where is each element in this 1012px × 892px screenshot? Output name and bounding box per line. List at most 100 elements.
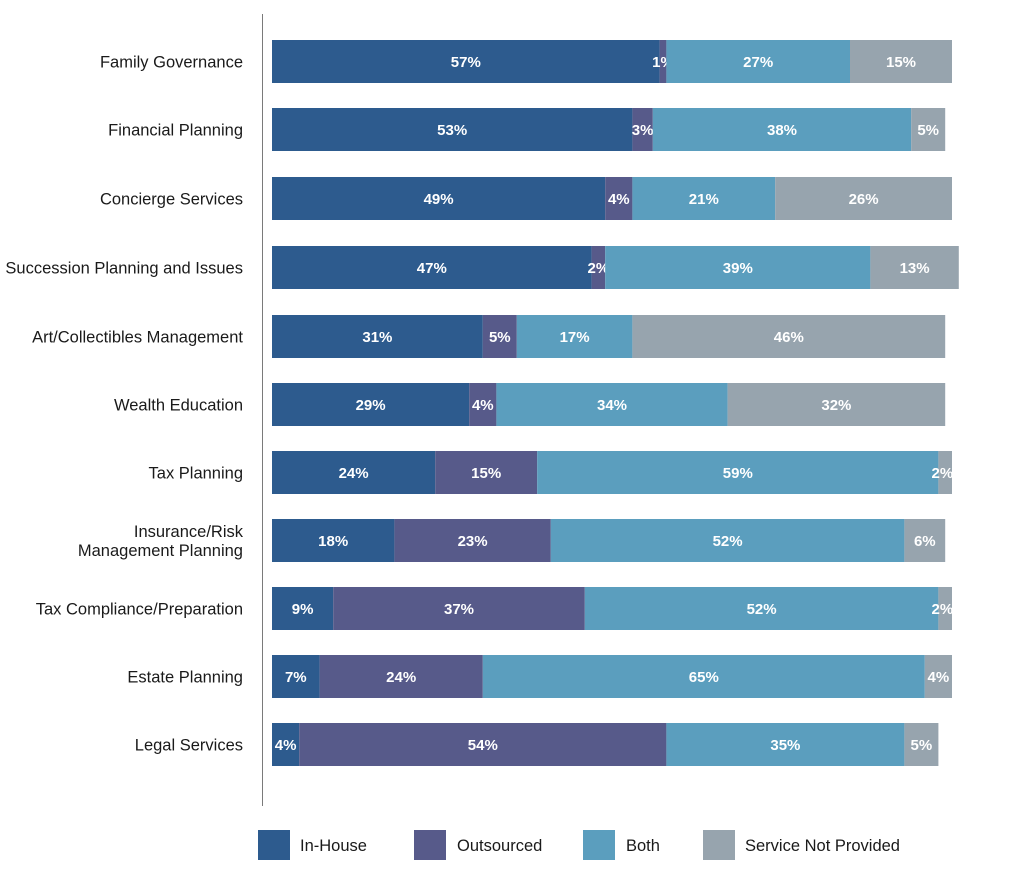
data-label: 5%	[911, 737, 933, 754]
data-label: 29%	[356, 397, 386, 414]
data-label: 5%	[917, 122, 939, 139]
data-label: 2%	[588, 260, 610, 277]
data-label: 4%	[928, 669, 950, 686]
bar-segment-service-not-provided	[911, 108, 946, 151]
bar-segment-service-not-provided	[632, 315, 946, 358]
data-label: 35%	[770, 737, 800, 754]
data-label: 49%	[424, 191, 454, 208]
data-label: 23%	[458, 533, 488, 550]
data-label: 53%	[437, 122, 467, 139]
data-label: 34%	[597, 397, 627, 414]
bar-segment-in-house	[272, 315, 483, 358]
bar-segment-in-house	[272, 40, 660, 83]
data-label: 47%	[417, 260, 447, 277]
bar-segment-outsourced	[605, 177, 633, 220]
bar-segment-both	[632, 177, 776, 220]
data-label: 2%	[932, 601, 954, 618]
bar-segment-in-house	[272, 383, 470, 426]
data-label: 46%	[774, 329, 804, 346]
bar-segment-in-house	[272, 655, 320, 698]
bar-segment-both	[537, 451, 939, 494]
data-label: 21%	[689, 191, 719, 208]
bar-segment-service-not-provided	[938, 587, 952, 630]
data-label: 59%	[723, 465, 753, 482]
category-label: Financial Planning	[108, 122, 243, 140]
category-label: Estate Planning	[127, 669, 243, 687]
bar-segment-both	[605, 246, 871, 289]
category-label: Art/Collectibles Management	[32, 329, 243, 347]
bar-segment-in-house	[272, 723, 300, 766]
category-label: Family Governance	[100, 54, 243, 72]
bar-segment-service-not-provided	[775, 177, 952, 220]
bar-segment-both	[516, 315, 633, 358]
data-label: 37%	[444, 601, 474, 618]
bar-segment-both	[550, 519, 905, 562]
legend-label: Outsourced	[457, 837, 542, 855]
legend: In-House Outsourced Both Service Not Provid…	[258, 830, 900, 860]
data-label: 27%	[743, 54, 773, 71]
bar-segment-outsourced	[394, 519, 551, 562]
bar-segment-service-not-provided	[727, 383, 946, 426]
bar-segment-both	[666, 40, 850, 83]
data-label: 38%	[767, 122, 797, 139]
category-label: Insurance/Risk	[134, 523, 244, 541]
legend-label: In-House	[300, 837, 367, 855]
data-label: 4%	[472, 397, 494, 414]
data-label: 13%	[900, 260, 930, 277]
bar-segment-outsourced	[299, 723, 667, 766]
bar-segment-in-house	[272, 519, 395, 562]
data-label: 65%	[689, 669, 719, 686]
bar-segment-service-not-provided	[924, 655, 952, 698]
data-label: 4%	[275, 737, 297, 754]
data-label: 7%	[285, 669, 307, 686]
bar-segment-both	[496, 383, 728, 426]
data-label: 5%	[489, 329, 511, 346]
bar-segment-outsourced	[659, 40, 667, 83]
data-label: 4%	[608, 191, 630, 208]
category-label: Wealth Education	[114, 397, 243, 415]
bar-segment-both	[584, 587, 939, 630]
data-label: 32%	[821, 397, 851, 414]
bar-segment-outsourced	[482, 315, 517, 358]
data-label: 6%	[914, 533, 936, 550]
category-label: Management Planning	[78, 542, 243, 560]
data-label: 52%	[713, 533, 743, 550]
bar-segment-service-not-provided	[904, 723, 939, 766]
bar-segment-in-house	[272, 451, 436, 494]
category-label: Tax Planning	[149, 465, 243, 483]
bar-segment-in-house	[272, 108, 633, 151]
bar-segment-both	[652, 108, 912, 151]
data-label: 2%	[932, 465, 954, 482]
data-label: 3%	[632, 122, 654, 139]
bar-segment-service-not-provided	[938, 451, 952, 494]
data-label: 52%	[747, 601, 777, 618]
data-label: 57%	[451, 54, 481, 71]
bars-group: 57% 1% 27% 15%53% 3% 38% 5%49% 4% 21% 26%47% 2% 39%…	[272, 40, 959, 766]
bar-segment-outsourced	[333, 587, 585, 630]
bar-segment-outsourced	[319, 655, 483, 698]
bar-segment-in-house	[272, 587, 334, 630]
bar-segment-outsourced	[435, 451, 538, 494]
bar-segment-both	[666, 723, 905, 766]
legend-label: Service Not Provided	[745, 837, 900, 855]
bar-segment-service-not-provided	[870, 246, 959, 289]
bar-segment-outsourced	[632, 108, 653, 151]
bar-segment-in-house	[272, 246, 592, 289]
bar-segment-both	[482, 655, 925, 698]
data-label: 39%	[723, 260, 753, 277]
category-label: Concierge Services	[100, 191, 243, 209]
bar-segment-in-house	[272, 177, 606, 220]
bar-segment-outsourced	[469, 383, 497, 426]
data-label: 9%	[292, 601, 314, 618]
category-label: Succession Planning and Issues	[5, 260, 243, 278]
data-label: 24%	[339, 465, 369, 482]
legend-label: Both	[626, 837, 660, 855]
category-label: Tax Compliance/Preparation	[36, 601, 243, 619]
data-label: 31%	[362, 329, 392, 346]
category-labels-group: Family Governance Financial Planning Conci…	[5, 54, 243, 755]
bar-segment-service-not-provided	[850, 40, 952, 83]
data-label: 18%	[318, 533, 348, 550]
category-label: Legal Services	[135, 737, 243, 755]
data-label: 26%	[849, 191, 879, 208]
